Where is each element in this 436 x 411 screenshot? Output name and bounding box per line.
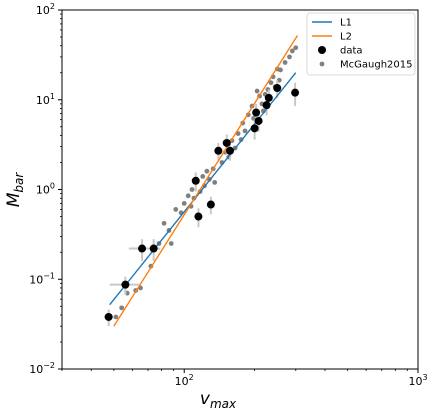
data-point xyxy=(254,116,263,125)
y-axis-label: Mbar xyxy=(4,172,26,208)
mcgaugh-point xyxy=(282,60,288,65)
data-point xyxy=(104,312,113,321)
y-tick-label: 100 xyxy=(36,182,55,197)
mcgaugh-point xyxy=(254,88,260,94)
data-point xyxy=(264,93,273,102)
data-point xyxy=(250,124,259,133)
data-point xyxy=(121,280,130,289)
mcgaugh-point xyxy=(289,48,295,54)
legend-label-mcgaugh: McGaugh2015 xyxy=(340,60,412,71)
y-tick-label: 102 xyxy=(36,2,55,17)
data-point xyxy=(206,200,215,209)
y-tick-label: 101 xyxy=(36,92,55,107)
mcgaugh-point xyxy=(185,193,191,199)
mcgaugh-point xyxy=(161,220,167,226)
mcgaugh-point xyxy=(287,54,292,60)
series-line-l2 xyxy=(113,35,299,327)
mcgaugh-point xyxy=(268,80,274,86)
mcgaugh-point xyxy=(293,45,299,51)
data-point xyxy=(222,138,231,147)
mcgaugh-point xyxy=(212,179,218,185)
x-tick-label: 102 xyxy=(175,373,194,388)
x-axis-label: vmax xyxy=(200,389,237,411)
legend-label-data: data xyxy=(340,46,363,57)
mcgaugh-point xyxy=(119,305,125,311)
mcgaugh-point xyxy=(189,187,195,192)
legend-label-l1: L1 xyxy=(340,18,352,29)
data-point xyxy=(149,244,158,253)
mcgaugh-point xyxy=(200,173,206,179)
axis-ticks: 102 103 10−2 10−1 100 101 102 xyxy=(29,2,427,388)
data-point xyxy=(214,146,223,155)
plot-area xyxy=(104,35,300,327)
mcgaugh-point xyxy=(173,207,179,212)
data-point xyxy=(273,84,282,93)
mcgaugh-point xyxy=(181,201,187,206)
data-point xyxy=(252,108,261,117)
mcgaugh-point xyxy=(278,67,283,73)
legend-marker-data xyxy=(318,46,326,54)
mcgaugh-point xyxy=(204,168,210,174)
data-point xyxy=(291,88,300,97)
mcgaugh-point xyxy=(251,115,256,121)
mcgaugh-point xyxy=(168,241,174,246)
legend-marker-mcgaugh xyxy=(319,61,325,67)
y-tick-label: 10−1 xyxy=(29,271,55,286)
data-point xyxy=(194,212,203,221)
mcgaugh-point xyxy=(113,314,119,320)
mcgaugh-point xyxy=(242,128,248,134)
legend: L1 L2 data McGaugh2015 xyxy=(306,12,416,76)
data-point xyxy=(262,101,271,110)
data-point xyxy=(191,176,200,185)
series-line-l1 xyxy=(109,72,297,306)
legend-box xyxy=(306,12,416,76)
y-tick-label: 10−2 xyxy=(29,361,55,376)
data-point xyxy=(226,146,235,155)
legend-label-l2: L2 xyxy=(340,32,352,43)
data-point xyxy=(138,244,147,253)
x-tick-label: 103 xyxy=(408,373,427,388)
